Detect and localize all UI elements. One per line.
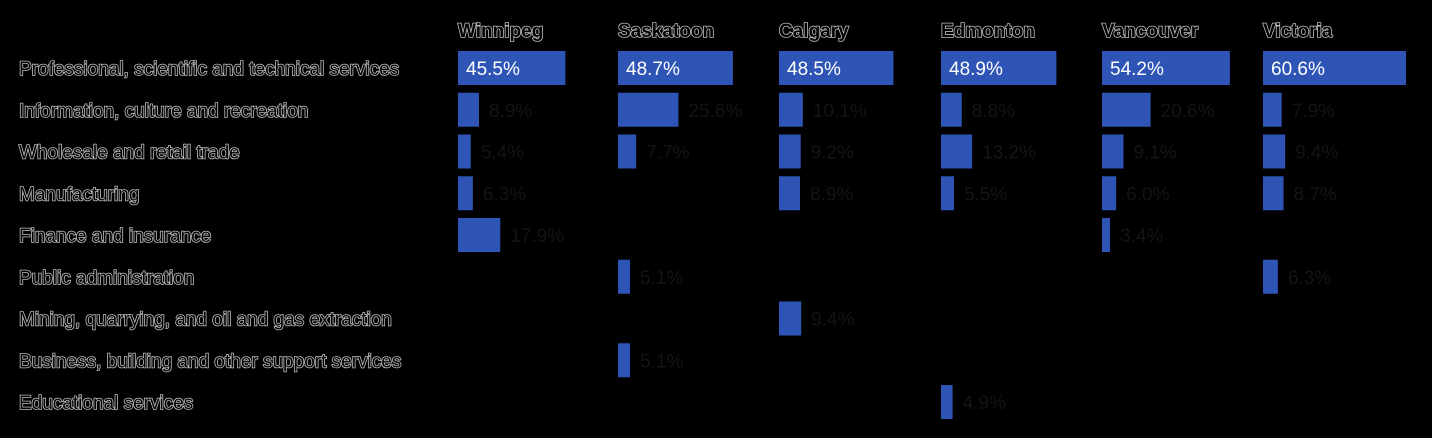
bar-edmonton-wholesale-and-retail-trade	[941, 134, 973, 169]
data-label: 60.6%	[1271, 59, 1325, 80]
bar-saskatoon-public-administration	[618, 259, 631, 294]
panel-label-winnipeg: Winnipeg	[458, 21, 543, 42]
data-label: 10.1%	[813, 101, 867, 122]
panel-label-vancouver: Vancouver	[1102, 21, 1199, 42]
data-label: 6.3%	[1288, 268, 1331, 289]
bar-edmonton-professional-scientific-and-technical-services	[941, 51, 1057, 85]
panel-label-victoria: Victoria	[1263, 21, 1333, 42]
category-label: Wholesale and retail trade	[19, 143, 240, 164]
data-label: 8.9%	[810, 184, 853, 205]
bar-vancouver-professional-scientific-and-technical-services	[1102, 51, 1230, 85]
data-label: 17.9%	[510, 226, 564, 247]
bar-edmonton-information-culture-and-recreation	[941, 92, 962, 127]
data-label: 25.6%	[688, 101, 742, 122]
data-label: 48.5%	[787, 59, 841, 80]
data-label: 8.9%	[489, 101, 532, 122]
bar-winnipeg-wholesale-and-retail-trade	[458, 134, 471, 169]
data-label: 8.7%	[1294, 184, 1337, 205]
data-label: 5.4%	[481, 143, 524, 164]
bar-victoria-public-administration	[1263, 259, 1278, 294]
bar-winnipeg-professional-scientific-and-technical-services	[458, 51, 566, 85]
data-label: 54.2%	[1110, 59, 1164, 80]
data-label: 20.6%	[1161, 101, 1215, 122]
bar-edmonton-educational-services	[941, 385, 953, 419]
data-label: 13.2%	[982, 143, 1036, 164]
category-label: Professional, scientific and technical s…	[19, 59, 399, 80]
data-label: 9.4%	[811, 310, 854, 331]
data-label: 8.8%	[972, 101, 1015, 122]
category-label: Educational services	[19, 393, 193, 414]
bar-winnipeg-information-culture-and-recreation	[458, 92, 480, 127]
data-label: 3.4%	[1120, 226, 1163, 247]
data-label: 7.7%	[646, 143, 689, 164]
category-label: Manufacturing	[19, 184, 139, 205]
bar-vancouver-manufacturing	[1102, 176, 1117, 211]
bar-winnipeg-manufacturing	[458, 176, 473, 211]
data-label: 6.3%	[483, 184, 526, 205]
bar-victoria-wholesale-and-retail-trade	[1263, 134, 1286, 169]
data-label: 7.9%	[1292, 101, 1335, 122]
bar-victoria-information-culture-and-recreation	[1263, 92, 1282, 127]
bar-saskatoon-professional-scientific-and-technical-services	[618, 51, 733, 85]
panel-label-calgary: Calgary	[779, 21, 849, 42]
bar-calgary-manufacturing	[779, 176, 801, 211]
bar-vancouver-wholesale-and-retail-trade	[1102, 134, 1124, 169]
bar-calgary-mining-quarrying-and-oil-and-gas-extraction	[779, 301, 802, 336]
bar-saskatoon-information-culture-and-recreation	[618, 92, 679, 127]
bar-victoria-professional-scientific-and-technical-services	[1263, 51, 1406, 85]
bar-calgary-information-culture-and-recreation	[779, 92, 803, 127]
data-label: 4.9%	[963, 393, 1006, 414]
data-label: 6.0%	[1126, 184, 1169, 205]
bar-victoria-manufacturing	[1263, 176, 1284, 211]
data-label: 5.1%	[640, 268, 683, 289]
data-label: 9.4%	[1295, 143, 1338, 164]
panel-label-edmonton: Edmonton	[941, 21, 1035, 42]
data-label: 48.9%	[949, 59, 1003, 80]
category-label: Finance and insurance	[19, 226, 211, 247]
category-label: Information, culture and recreation	[19, 101, 308, 122]
bar-calgary-wholesale-and-retail-trade	[779, 134, 801, 169]
bar-saskatoon-wholesale-and-retail-trade	[618, 134, 637, 169]
bar-calgary-professional-scientific-and-technical-services	[779, 51, 894, 85]
bar-saskatoon-business-building-and-other-support-services	[618, 343, 631, 378]
data-label: 45.5%	[466, 59, 520, 80]
bar-vancouver-finance-and-insurance	[1102, 218, 1111, 252]
category-label: Mining, quarrying, and oil and gas extra…	[19, 310, 392, 331]
bar-vancouver-information-culture-and-recreation	[1102, 92, 1151, 127]
data-label: 5.1%	[640, 351, 683, 372]
bar-winnipeg-finance-and-insurance	[458, 218, 501, 252]
panel-label-saskatoon: Saskatoon	[618, 21, 714, 42]
category-label: Public administration	[19, 268, 194, 289]
data-label: 9.2%	[811, 143, 854, 164]
data-label: 5.5%	[964, 184, 1007, 205]
category-label: Business, building and other support ser…	[19, 351, 401, 372]
data-label: 48.7%	[626, 59, 680, 80]
bar-edmonton-manufacturing	[941, 176, 954, 211]
data-label: 9.1%	[1133, 143, 1176, 164]
